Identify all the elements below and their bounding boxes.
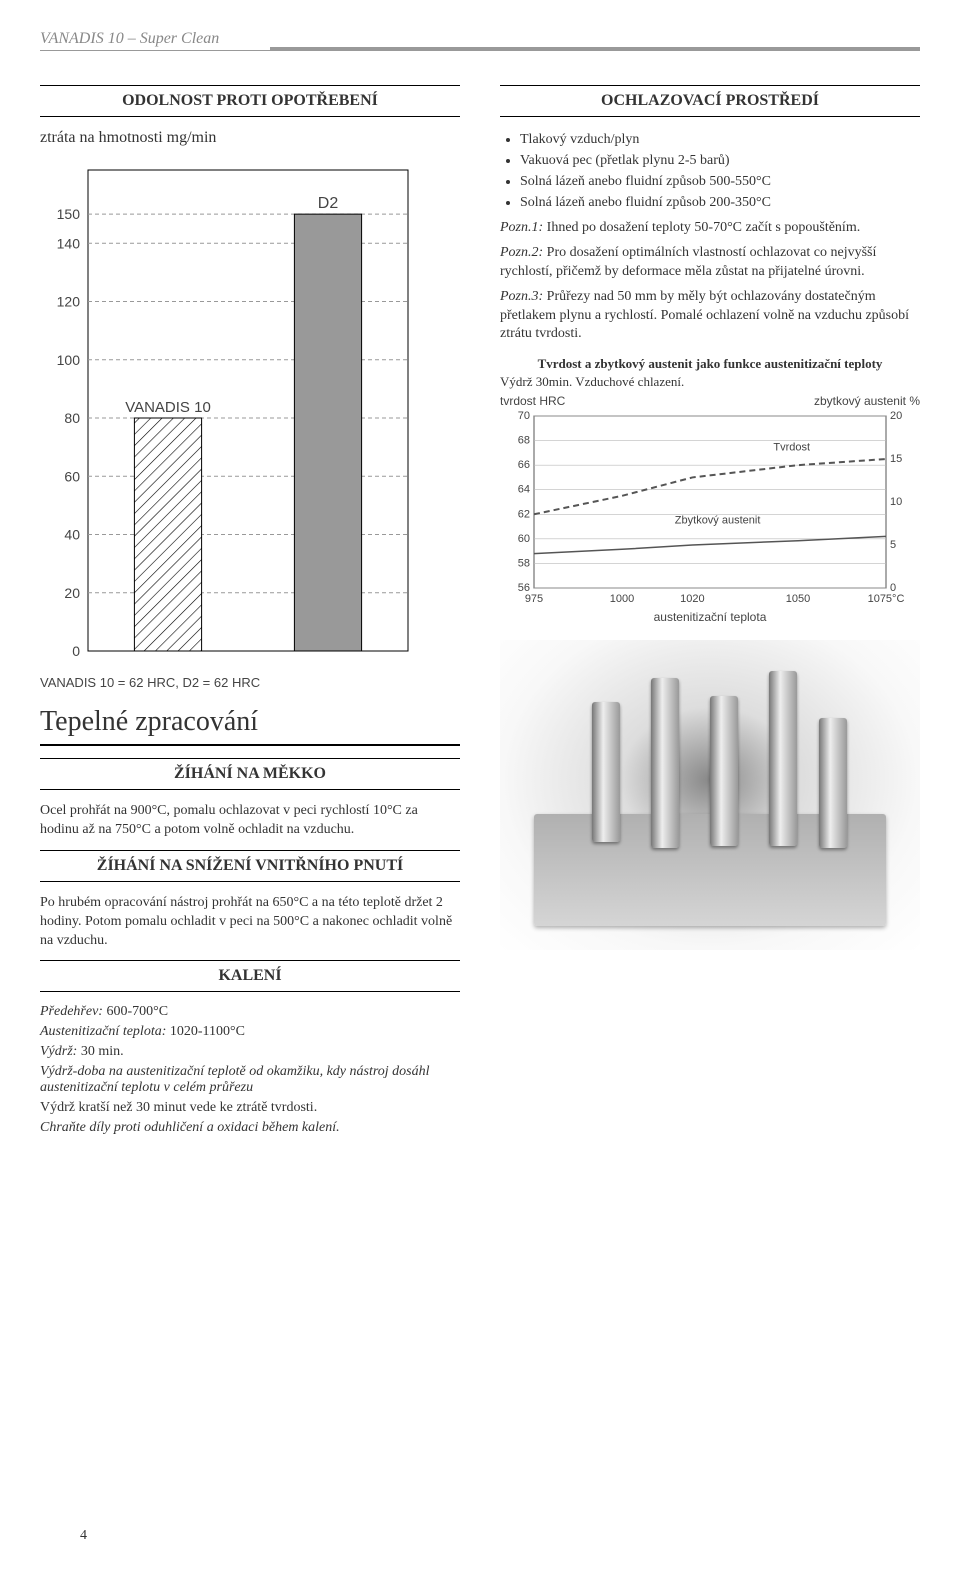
svg-text:1000: 1000 (610, 593, 634, 605)
page-number: 4 (80, 1528, 87, 1544)
note-1: Pozn.1: Ihned po dosažení teploty 50-70°… (500, 219, 920, 238)
svg-text:5: 5 (890, 539, 896, 551)
svg-text:150: 150 (57, 206, 81, 222)
svg-text:64: 64 (518, 484, 530, 496)
svg-text:140: 140 (57, 235, 81, 251)
linechart-title: Tvrdost a zbytkový austenit jako funkce … (500, 356, 920, 372)
svg-text:10: 10 (890, 496, 902, 508)
svg-text:15: 15 (890, 453, 902, 465)
hold-label: Výdrž: (40, 1044, 77, 1059)
svg-text:58: 58 (518, 558, 530, 570)
heading-stress-relief: ŽÍHÁNÍ NA SNÍŽENÍ VNITŘNÍHO PNUTÍ (40, 850, 460, 882)
svg-text:VANADIS 10: VANADIS 10 (125, 399, 211, 416)
heading-wear-resistance: ODOLNOST PROTI OPOTŘEBENÍ (40, 85, 460, 117)
svg-text:62: 62 (518, 509, 530, 521)
page-header: VANADIS 10 – Super Clean (40, 30, 920, 51)
svg-text:80: 80 (64, 410, 80, 426)
quench-bullet-1: Vakuová pec (přetlak plynu 2-5 barů) (520, 150, 920, 171)
note-2: Pozn.2: Pro dosažení optimálních vlastno… (500, 244, 920, 282)
page-header-text: VANADIS 10 – Super Clean (40, 30, 219, 47)
svg-text:1020: 1020 (680, 593, 704, 605)
barchart-caption: VANADIS 10 = 62 HRC, D2 = 62 HRC (40, 675, 460, 690)
linechart-y-labels: tvrdost HRC zbytkový austenit % (500, 394, 920, 408)
heading-soft-anneal: ŽÍHÁNÍ NA MĚKKO (40, 758, 460, 790)
aust-temp-value: 1020-1100°C (166, 1024, 245, 1039)
heading-hardening: KALENÍ (40, 960, 460, 992)
svg-text:975: 975 (525, 593, 543, 605)
wear-barchart: 0 20 40 60 80 100 120 140 150 VANADIS 10 D2 (40, 155, 460, 675)
svg-text:20: 20 (890, 410, 902, 422)
svg-text:40: 40 (64, 527, 80, 543)
heading-quench-media: OCHLAZOVACÍ PROSTŘEDÍ (500, 85, 920, 117)
svg-text:20: 20 (64, 585, 80, 601)
svg-text:68: 68 (518, 435, 530, 447)
svg-text:Zbytkový austenit: Zbytkový austenit (675, 515, 761, 527)
svg-text:1050: 1050 (786, 593, 810, 605)
warning-loss: Výdrž kratší než 30 minut vede ke ztrátě… (40, 1100, 460, 1116)
soft-anneal-text: Ocel prohřát na 900°C, pomalu ochlazovat… (40, 802, 460, 840)
svg-text:D2: D2 (318, 195, 339, 212)
quench-bullet-2: Solná lázeň anebo fluidní způsob 500-550… (520, 171, 920, 192)
tooling-photo (500, 640, 920, 950)
heading-heat-treatment: Tepelné zpracování (40, 706, 460, 746)
preheat-label: Předehřev: (40, 1004, 103, 1019)
hardening-block: Předehřev: 600-700°C Austenitizační tepl… (40, 1004, 460, 1136)
quench-bullet-0: Tlakový vzduch/plyn (520, 129, 920, 150)
quench-bullet-list: Tlakový vzduch/plynVakuová pec (přetlak … (500, 129, 920, 213)
linechart-x-label: austenitizační teplota (500, 610, 920, 624)
right-column: OCHLAZOVACÍ PROSTŘEDÍ Tlakový vzduch/ply… (500, 75, 920, 1140)
svg-text:60: 60 (64, 468, 80, 484)
aust-temp-label: Austenitizační teplota: (40, 1024, 166, 1039)
left-column: ODOLNOST PROTI OPOTŘEBENÍ ztráta na hmot… (40, 75, 460, 1140)
preheat-value: 600-700°C (103, 1004, 168, 1019)
y-right-label: zbytkový austenit % (814, 394, 920, 408)
barchart-subtitle: ztráta na hmotnosti mg/min (40, 129, 460, 147)
svg-text:60: 60 (518, 533, 530, 545)
hold-value: 30 min. (77, 1044, 123, 1059)
stress-relief-text: Po hrubém opracování nástroj prohřát na … (40, 894, 460, 951)
linechart-sub: Výdrž 30min. Vzduchové chlazení. (500, 374, 920, 390)
hold-desc: Výdrž-doba na austenitizační teplotě od … (40, 1064, 430, 1095)
svg-text:70: 70 (518, 410, 530, 422)
svg-text:66: 66 (518, 459, 530, 471)
quench-bullet-3: Solná lázeň anebo fluidní způsob 200-350… (520, 192, 920, 213)
note-3: Pozn.3: Průřezy nad 50 mm by měly být oc… (500, 288, 920, 345)
hardness-linechart: 5658606264666870051015209751000102010501… (500, 408, 920, 608)
svg-text:100: 100 (57, 352, 81, 368)
svg-text:1075°C: 1075°C (868, 593, 905, 605)
svg-text:Tvrdost: Tvrdost (773, 442, 810, 454)
protect-note: Chraňte díly proti oduhličení a oxidaci … (40, 1120, 340, 1135)
svg-text:120: 120 (57, 294, 81, 310)
svg-text:0: 0 (72, 643, 80, 659)
y-left-label: tvrdost HRC (500, 394, 565, 408)
